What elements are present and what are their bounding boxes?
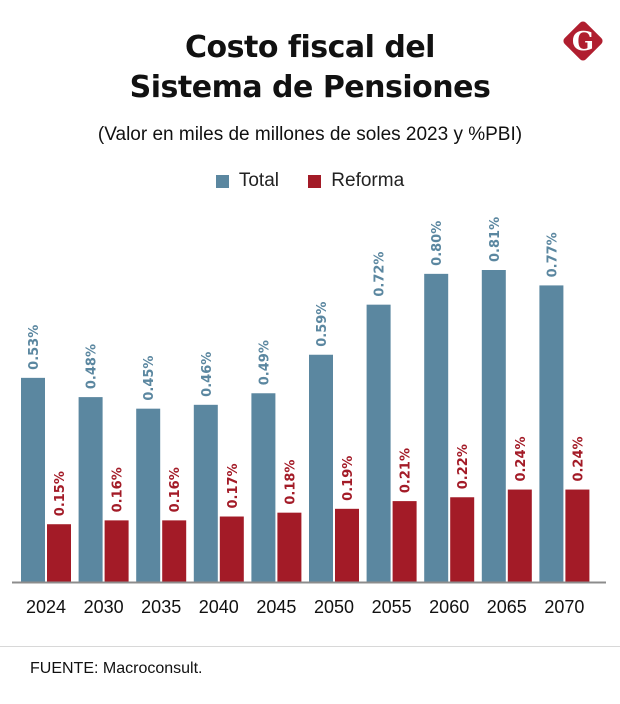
data-label-total-2050: 0.59%	[315, 302, 330, 347]
bar-reforma-2050	[335, 508, 359, 582]
data-label-total-2060: 0.80%	[430, 221, 445, 266]
data-label-reforma-2030: 0.16%	[111, 467, 126, 512]
bar-total-2035	[136, 408, 161, 582]
source-note: FUENTE: Macroconsult.	[30, 660, 203, 677]
title-line-2: Sistema de Pensiones	[129, 70, 491, 105]
x-tick-label-2065: 2065	[487, 597, 527, 617]
data-label-reforma-2070: 0.24%	[571, 436, 586, 481]
bar-total-2060	[424, 273, 449, 582]
bar-reforma-2070	[565, 489, 590, 582]
legend-item-reforma: Reforma	[308, 170, 404, 192]
data-label-reforma-2065: 0.24%	[514, 436, 529, 481]
footer-divider	[0, 646, 620, 647]
data-label-reforma-2060: 0.22%	[456, 444, 471, 489]
logo-letter: G	[572, 27, 594, 57]
legend-label-total: Total	[238, 170, 279, 191]
x-tick-label-2040: 2040	[199, 597, 239, 617]
title-line-1: Costo fiscal del	[185, 30, 435, 65]
bar-total-2030	[78, 397, 103, 582]
data-label-total-2070: 0.77%	[545, 232, 560, 277]
chart-title: Costo fiscal del Sistema de Pensiones	[0, 28, 620, 108]
x-tick-label-2050: 2050	[314, 597, 354, 617]
bar-total-2065	[481, 270, 506, 582]
chart-subtitle: (Valor en miles de millones de soles 202…	[97, 124, 523, 145]
legend-item-total: Total	[215, 170, 279, 192]
data-label-total-2055: 0.72%	[373, 252, 388, 297]
legend: Total Reforma	[0, 170, 620, 194]
bar-total-2070	[539, 285, 564, 582]
bar-reforma-2024	[47, 524, 71, 582]
legend-label-reforma: Reforma	[331, 170, 405, 191]
x-tick-label-2060: 2060	[429, 597, 469, 617]
data-label-reforma-2040: 0.17%	[226, 463, 241, 508]
bar-reforma-2030	[104, 520, 129, 582]
data-label-total-2024: 0.53%	[27, 325, 42, 370]
x-tick-label-2024: 2024	[26, 597, 66, 617]
bar-reforma-2035	[162, 520, 187, 582]
bar-total-2024	[21, 377, 45, 582]
x-tick-label-2070: 2070	[544, 597, 584, 617]
data-label-total-2035: 0.45%	[142, 356, 157, 401]
bar-total-2055	[366, 304, 391, 582]
data-label-total-2065: 0.81%	[488, 217, 503, 262]
x-tick-label-2055: 2055	[372, 597, 412, 617]
x-tick-label-2035: 2035	[141, 597, 181, 617]
x-tick-label-2045: 2045	[256, 597, 296, 617]
bar-reforma-2040	[219, 516, 244, 582]
bar-total-2045	[251, 393, 276, 582]
data-label-reforma-2035: 0.16%	[168, 467, 183, 512]
data-label-total-2040: 0.46%	[200, 352, 215, 397]
legend-swatch-reforma	[308, 174, 322, 188]
bar-chart: 0.53% 0.15% 2024 0.48% 0.16% 2030 0.45% 0.16% 20…	[12, 217, 606, 617]
data-label-reforma-2050: 0.19%	[341, 456, 356, 501]
data-label-reforma-2055: 0.21%	[399, 448, 414, 493]
data-label-total-2045: 0.49%	[257, 340, 272, 385]
gestion-logo-icon: G	[563, 21, 603, 61]
bar-reforma-2045	[277, 512, 302, 582]
data-label-total-2030: 0.48%	[85, 344, 100, 389]
bar-reforma-2065	[507, 489, 532, 582]
bar-reforma-2055	[392, 501, 417, 582]
x-tick-label-2030: 2030	[84, 597, 124, 617]
legend-swatch-total	[215, 174, 229, 188]
data-label-reforma-2024: 0.15%	[53, 471, 68, 516]
data-label-reforma-2045: 0.18%	[283, 460, 298, 505]
bar-total-2050	[309, 354, 333, 582]
bar-reforma-2060	[450, 497, 475, 582]
bar-total-2040	[193, 404, 218, 582]
